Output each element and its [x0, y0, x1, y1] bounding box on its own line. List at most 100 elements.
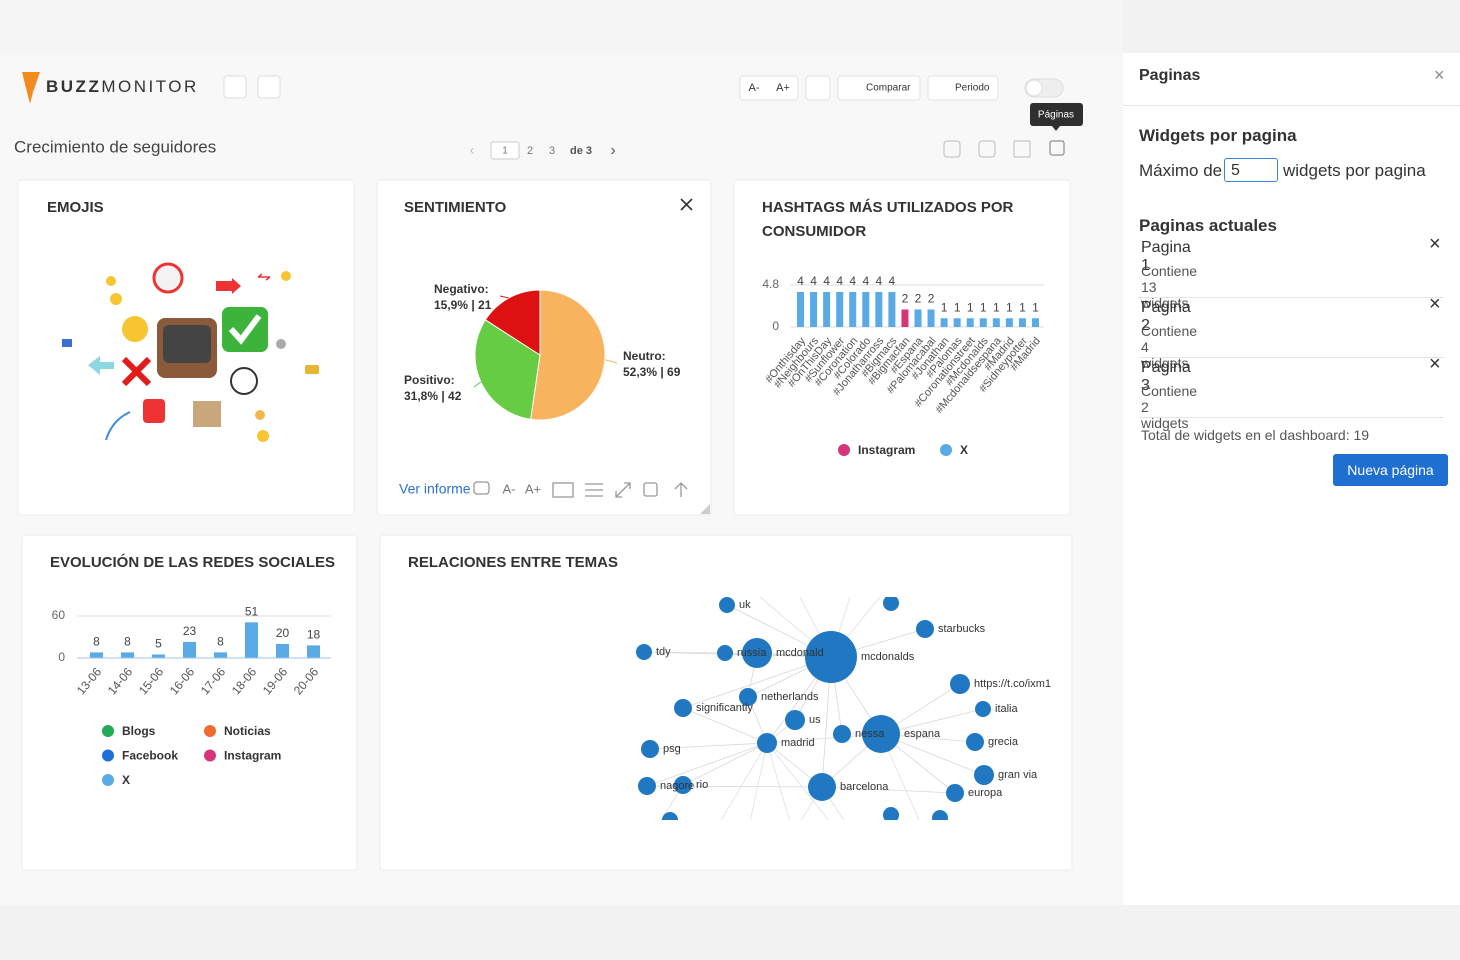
share-icon[interactable]	[978, 140, 996, 158]
edge	[643, 651, 832, 658]
bar	[183, 641, 196, 658]
font-small[interactable]: A-	[503, 481, 516, 496]
value-label: 1	[954, 300, 961, 314]
node	[719, 597, 735, 613]
bar	[875, 292, 883, 327]
download-icon[interactable]	[943, 140, 961, 158]
node	[739, 688, 757, 706]
copy-button[interactable]	[257, 75, 281, 99]
slice-label: Negativo:	[434, 282, 489, 296]
emoji-small	[110, 293, 122, 305]
y-tick-label: 0	[58, 650, 65, 664]
font-large[interactable]: A+	[525, 481, 541, 496]
bar	[1018, 318, 1026, 327]
emoji-arrow-right	[216, 281, 232, 291]
prev-page[interactable]: ‹	[470, 142, 475, 158]
slice-value: 31,8% | 42	[404, 389, 462, 403]
divider	[1123, 105, 1460, 106]
value-label: 4	[836, 274, 843, 288]
remove-page[interactable]: ×	[1429, 353, 1441, 375]
value-label: 1	[980, 300, 987, 314]
copy-icon[interactable]	[643, 482, 658, 497]
value-label: 1	[1032, 300, 1039, 314]
value-label: 1	[967, 300, 974, 314]
y-tick-label: 60	[52, 608, 66, 622]
emoji-small	[276, 339, 286, 349]
next-page[interactable]: ›	[610, 142, 615, 159]
toggle-knob	[1025, 79, 1043, 97]
edge	[682, 656, 832, 709]
leader-line	[499, 295, 509, 299]
card-icon[interactable]	[552, 482, 574, 498]
emoji-cross	[121, 356, 152, 387]
edit-button[interactable]	[223, 75, 247, 99]
bottom	[0, 905, 1123, 960]
node	[946, 784, 964, 802]
node-label: starbucks	[938, 623, 986, 635]
period[interactable]: Periodo	[955, 83, 990, 94]
emoji-small	[281, 271, 291, 281]
page-name: Pagina 1	[1141, 239, 1191, 274]
new-page-button[interactable]: Nueva página	[1333, 454, 1448, 486]
node-label: rio	[696, 779, 708, 791]
layout-button[interactable]	[805, 75, 831, 101]
page-3[interactable]: 3	[549, 145, 555, 157]
comment-icon[interactable]	[473, 481, 490, 495]
compare-button[interactable]	[837, 75, 921, 101]
close-widget[interactable]	[680, 198, 693, 211]
panel-title: Paginas	[1139, 67, 1201, 84]
remove-page[interactable]: ×	[1429, 233, 1441, 255]
max-suffix: widgets por pagina	[1283, 161, 1426, 180]
page-1[interactable]: 1	[502, 146, 508, 157]
font-large[interactable]: A+	[776, 82, 790, 94]
emoji-check-mark	[228, 314, 262, 345]
node-label: espana	[904, 728, 941, 740]
edge	[766, 742, 829, 820]
node	[833, 725, 851, 743]
node-label: nessa	[855, 728, 885, 740]
node-label: europa	[968, 787, 1003, 799]
legend-dot	[102, 774, 114, 786]
expand-icon[interactable]	[615, 482, 631, 498]
legend-label: Instagram	[224, 749, 281, 763]
pages-icon[interactable]	[1049, 140, 1065, 156]
widget-title: EMOJIS	[47, 199, 104, 216]
font-buttons[interactable]	[739, 75, 799, 101]
font-small[interactable]: A-	[749, 82, 760, 94]
legend-label: X	[960, 443, 968, 457]
node-label: uk	[739, 599, 751, 611]
bar	[810, 292, 818, 327]
resize-handle[interactable]	[700, 504, 710, 514]
page-box[interactable]	[490, 141, 520, 160]
compare[interactable]: Comparar	[866, 83, 911, 94]
node	[932, 810, 948, 820]
node-label: netherlands	[761, 691, 819, 703]
page-info: Contiene 2 widgets	[1141, 383, 1198, 431]
widget-title: SENTIMIENTO	[404, 199, 507, 216]
list-icon[interactable]	[585, 483, 603, 497]
max-input[interactable]: 5	[1224, 158, 1278, 182]
grid-icon[interactable]	[1013, 140, 1031, 158]
node-label: tdy	[656, 646, 671, 658]
node	[785, 710, 805, 730]
remove-page[interactable]: ×	[1429, 293, 1441, 315]
report-link[interactable]: Ver informe	[399, 481, 471, 497]
tooltip-arrow	[1052, 126, 1060, 131]
node-label: nagore	[660, 780, 694, 792]
widget-tools	[473, 481, 688, 498]
panel-close[interactable]: ×	[1434, 65, 1445, 85]
legend-label: Facebook	[122, 749, 178, 763]
edge	[646, 742, 768, 787]
edge	[821, 786, 956, 794]
node-label: grecia	[988, 736, 1019, 748]
section-title: Widgets por pagina	[1139, 126, 1297, 145]
page-2[interactable]: 2	[527, 145, 533, 157]
brand-light: MONITOR	[101, 77, 198, 96]
period-button[interactable]	[927, 75, 999, 101]
node	[805, 631, 857, 683]
bar	[836, 292, 844, 327]
bar	[152, 654, 165, 658]
up-icon[interactable]	[674, 482, 688, 497]
brand-bold: BUZZ	[46, 77, 101, 96]
